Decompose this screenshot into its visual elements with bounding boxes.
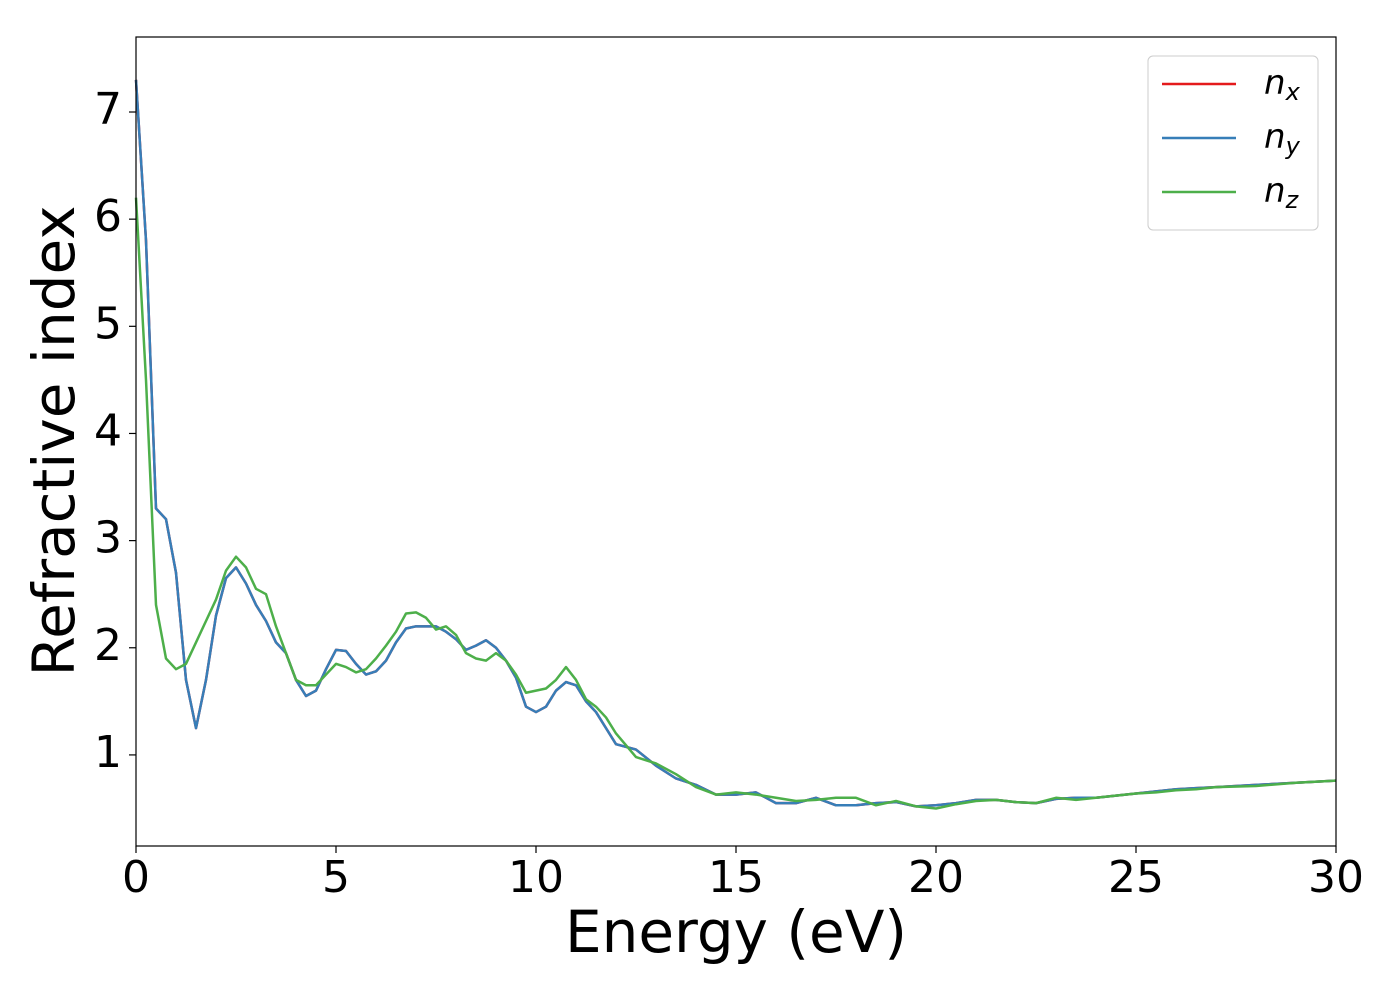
legend-box bbox=[1147, 55, 1319, 231]
y-tick-label: 5 bbox=[94, 298, 122, 349]
x-tick-label: 20 bbox=[908, 852, 964, 903]
x-tick-label: 30 bbox=[1308, 852, 1364, 903]
x-tick-label: 0 bbox=[122, 852, 150, 903]
y-tick-label: 4 bbox=[94, 405, 122, 456]
legend-label: nz bbox=[1264, 171, 1300, 215]
plot-area bbox=[134, 79, 1337, 810]
y-tick-label: 2 bbox=[94, 620, 122, 671]
y-axis-label: Refractive index bbox=[20, 205, 88, 676]
x-tick-label: 25 bbox=[1108, 852, 1164, 903]
y-tick-label: 3 bbox=[94, 513, 122, 564]
legend-label: nx bbox=[1264, 63, 1301, 107]
legend: nx ny nz bbox=[1147, 55, 1319, 231]
series-line bbox=[134, 197, 1337, 810]
y-tick-label: 7 bbox=[94, 84, 122, 135]
y-tick-label: 6 bbox=[94, 191, 122, 242]
y-tick-label: 1 bbox=[94, 727, 122, 778]
x-axis-label: Energy (eV) bbox=[565, 898, 907, 966]
x-tick-label: 5 bbox=[322, 852, 350, 903]
legend-label: ny bbox=[1264, 117, 1301, 161]
x-tick-label: 10 bbox=[508, 852, 564, 903]
x-tick-label: 15 bbox=[708, 852, 764, 903]
